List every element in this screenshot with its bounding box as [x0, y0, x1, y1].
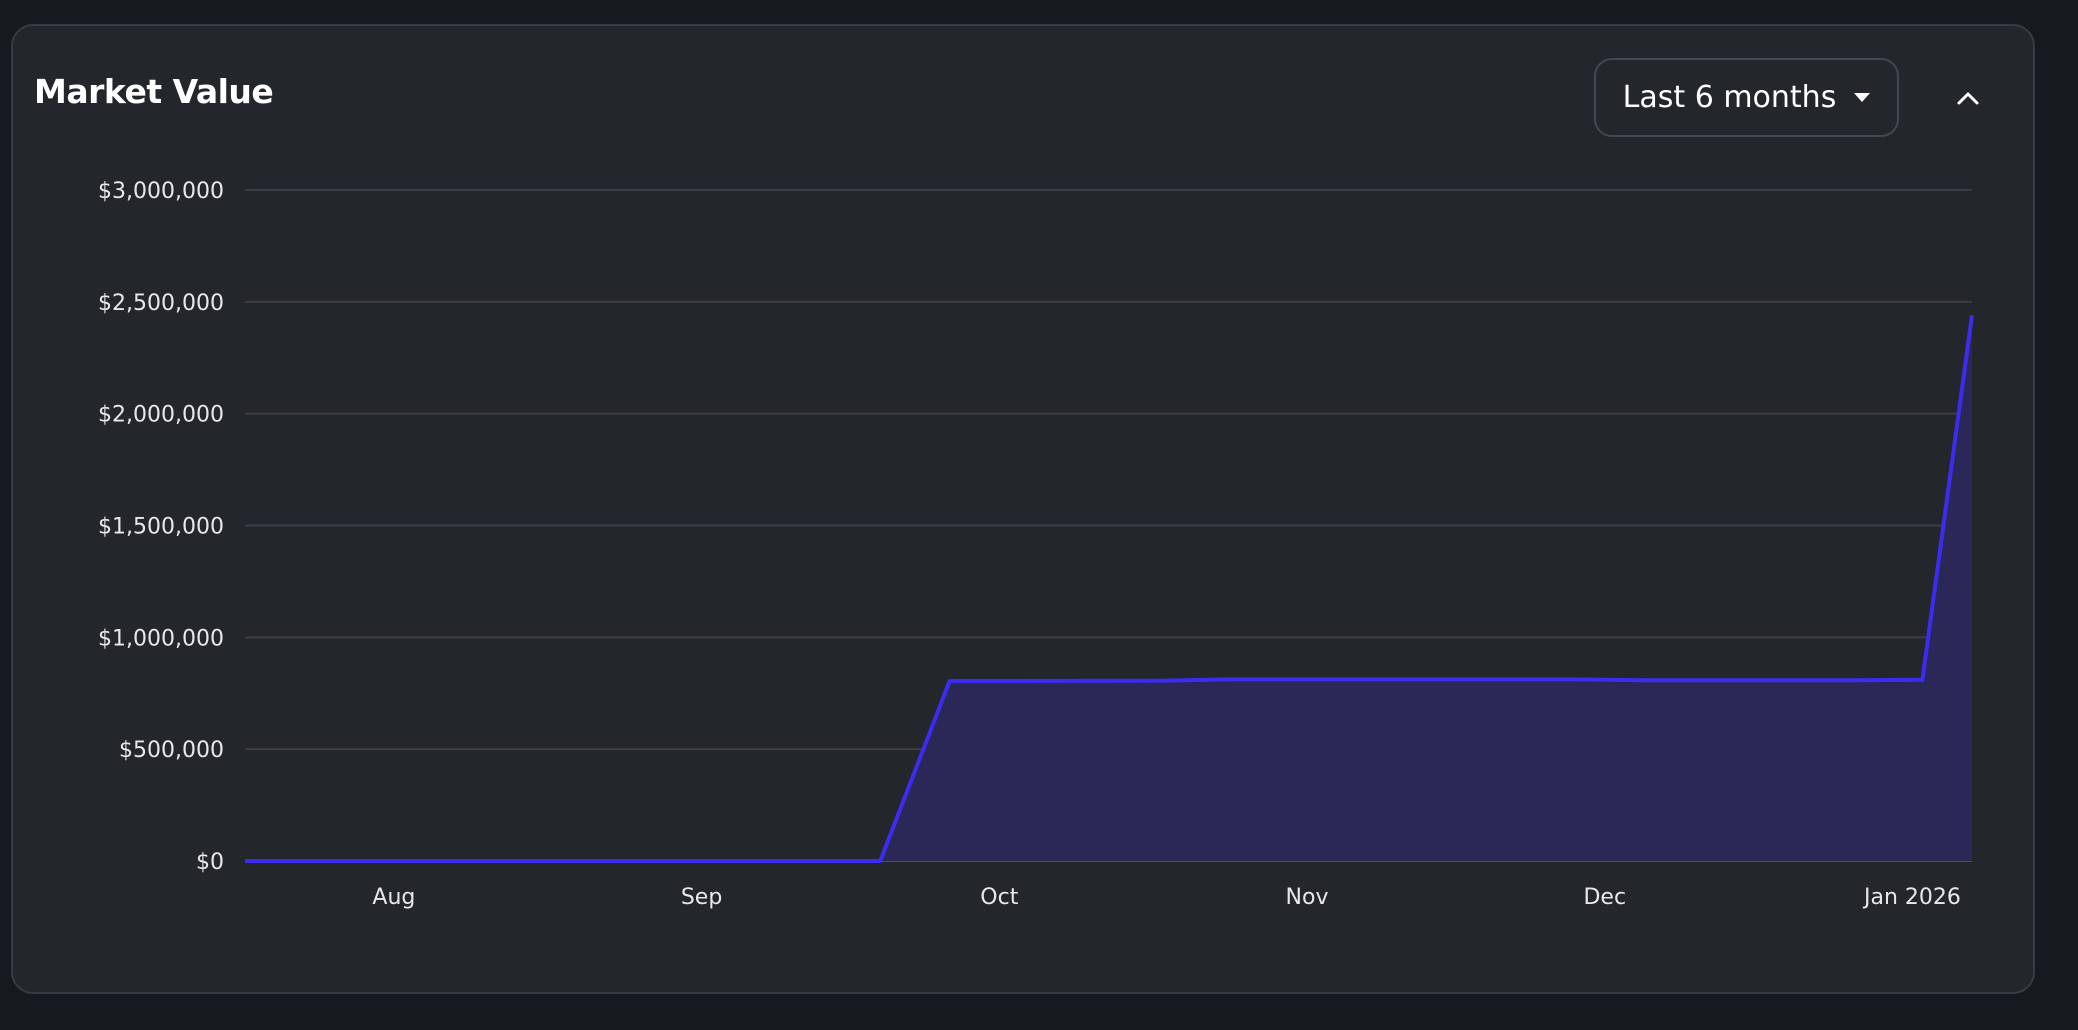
x-tick-label: Sep: [681, 885, 722, 910]
series-area: [245, 315, 1972, 861]
x-tick-label: Jan 2026: [1862, 885, 1961, 910]
y-tick-label: $0: [196, 850, 224, 875]
time-range-dropdown[interactable]: Last 6 months: [1594, 58, 1899, 137]
card-title: Market Value: [34, 72, 274, 111]
y-tick-label: $500,000: [119, 738, 224, 763]
caret-down-icon: [1854, 93, 1871, 102]
y-tick-label: $2,000,000: [98, 403, 224, 428]
x-tick-label: Dec: [1583, 885, 1626, 910]
y-tick-label: $1,500,000: [98, 515, 224, 540]
x-tick-label: Nov: [1286, 885, 1329, 910]
series-line: [245, 315, 1974, 863]
time-range-selected: Last 6 months: [1622, 80, 1837, 115]
x-tick-label: Oct: [980, 885, 1018, 910]
x-tick-label: Aug: [372, 885, 415, 910]
chevron-up-icon[interactable]: [1950, 80, 1986, 116]
y-tick-label: $3,000,000: [98, 179, 224, 204]
y-tick-label: $2,500,000: [98, 291, 224, 316]
y-tick-label: $1,000,000: [98, 626, 224, 651]
